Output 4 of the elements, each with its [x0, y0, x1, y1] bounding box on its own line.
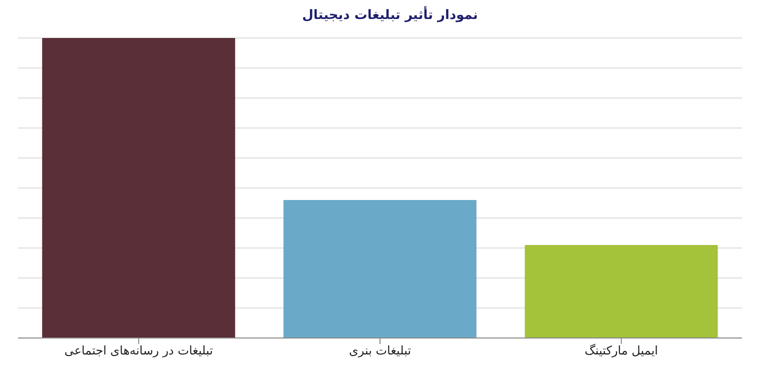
chart-title: نمودار تأثیر تبلیغات دیجیتال	[301, 8, 479, 25]
x-tick-label: تبلیغات در رسانه‌های اجتماعی	[64, 344, 214, 358]
x-tick-label: ایمیل مارکتینگ	[584, 344, 658, 358]
x-tick-label: تبلیغات بنری	[348, 344, 412, 358]
